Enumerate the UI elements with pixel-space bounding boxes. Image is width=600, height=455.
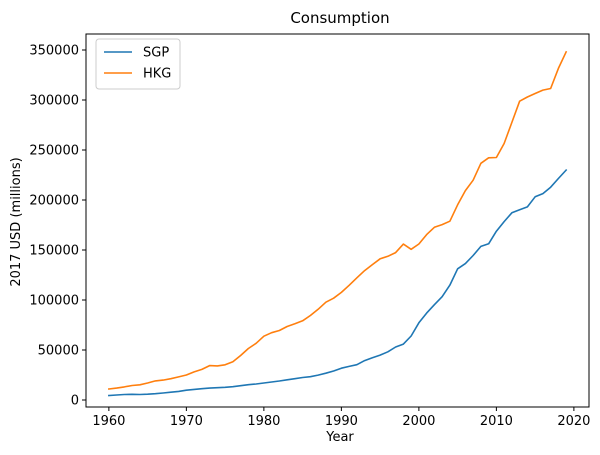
series-layer	[107, 50, 568, 397]
y-tick-label: 150000	[29, 244, 79, 259]
y-tick-label: 200000	[29, 194, 79, 209]
x-tick-label: 1980	[247, 414, 280, 429]
x-axis: 1960 1970 1980 1990 2000 2010 2020	[92, 407, 590, 429]
y-tick-label: 50000	[38, 344, 79, 359]
x-axis-label: Year	[325, 430, 354, 445]
chart-title: Consumption	[290, 9, 389, 27]
legend: SGP HKG	[95, 38, 181, 90]
y-axis-label: 2017 USD (millions)	[9, 157, 24, 286]
y-tick-label: 350000	[29, 44, 79, 59]
series-line-sgp	[108, 168, 568, 397]
x-tick-label: 1960	[92, 414, 125, 429]
y-tick-label: 100000	[29, 294, 79, 309]
y-axis: 0 50000 100000 150000 200000 250000 300000 3500…	[29, 44, 86, 409]
plot-frame	[85, 33, 590, 408]
legend-label-sgp: SGP	[143, 46, 169, 61]
x-tick-label: 1990	[325, 414, 358, 429]
x-tick-label: 1970	[170, 414, 203, 429]
x-tick-label: 2000	[402, 414, 435, 429]
x-tick-label: 2010	[480, 414, 513, 429]
x-tick-label: 2020	[557, 414, 590, 429]
series-line-hkg	[107, 50, 568, 390]
legend-label-hkg: HKG	[143, 67, 171, 82]
y-tick-label: 0	[71, 394, 79, 409]
y-tick-label: 300000	[29, 94, 79, 109]
y-tick-label: 250000	[29, 144, 79, 159]
